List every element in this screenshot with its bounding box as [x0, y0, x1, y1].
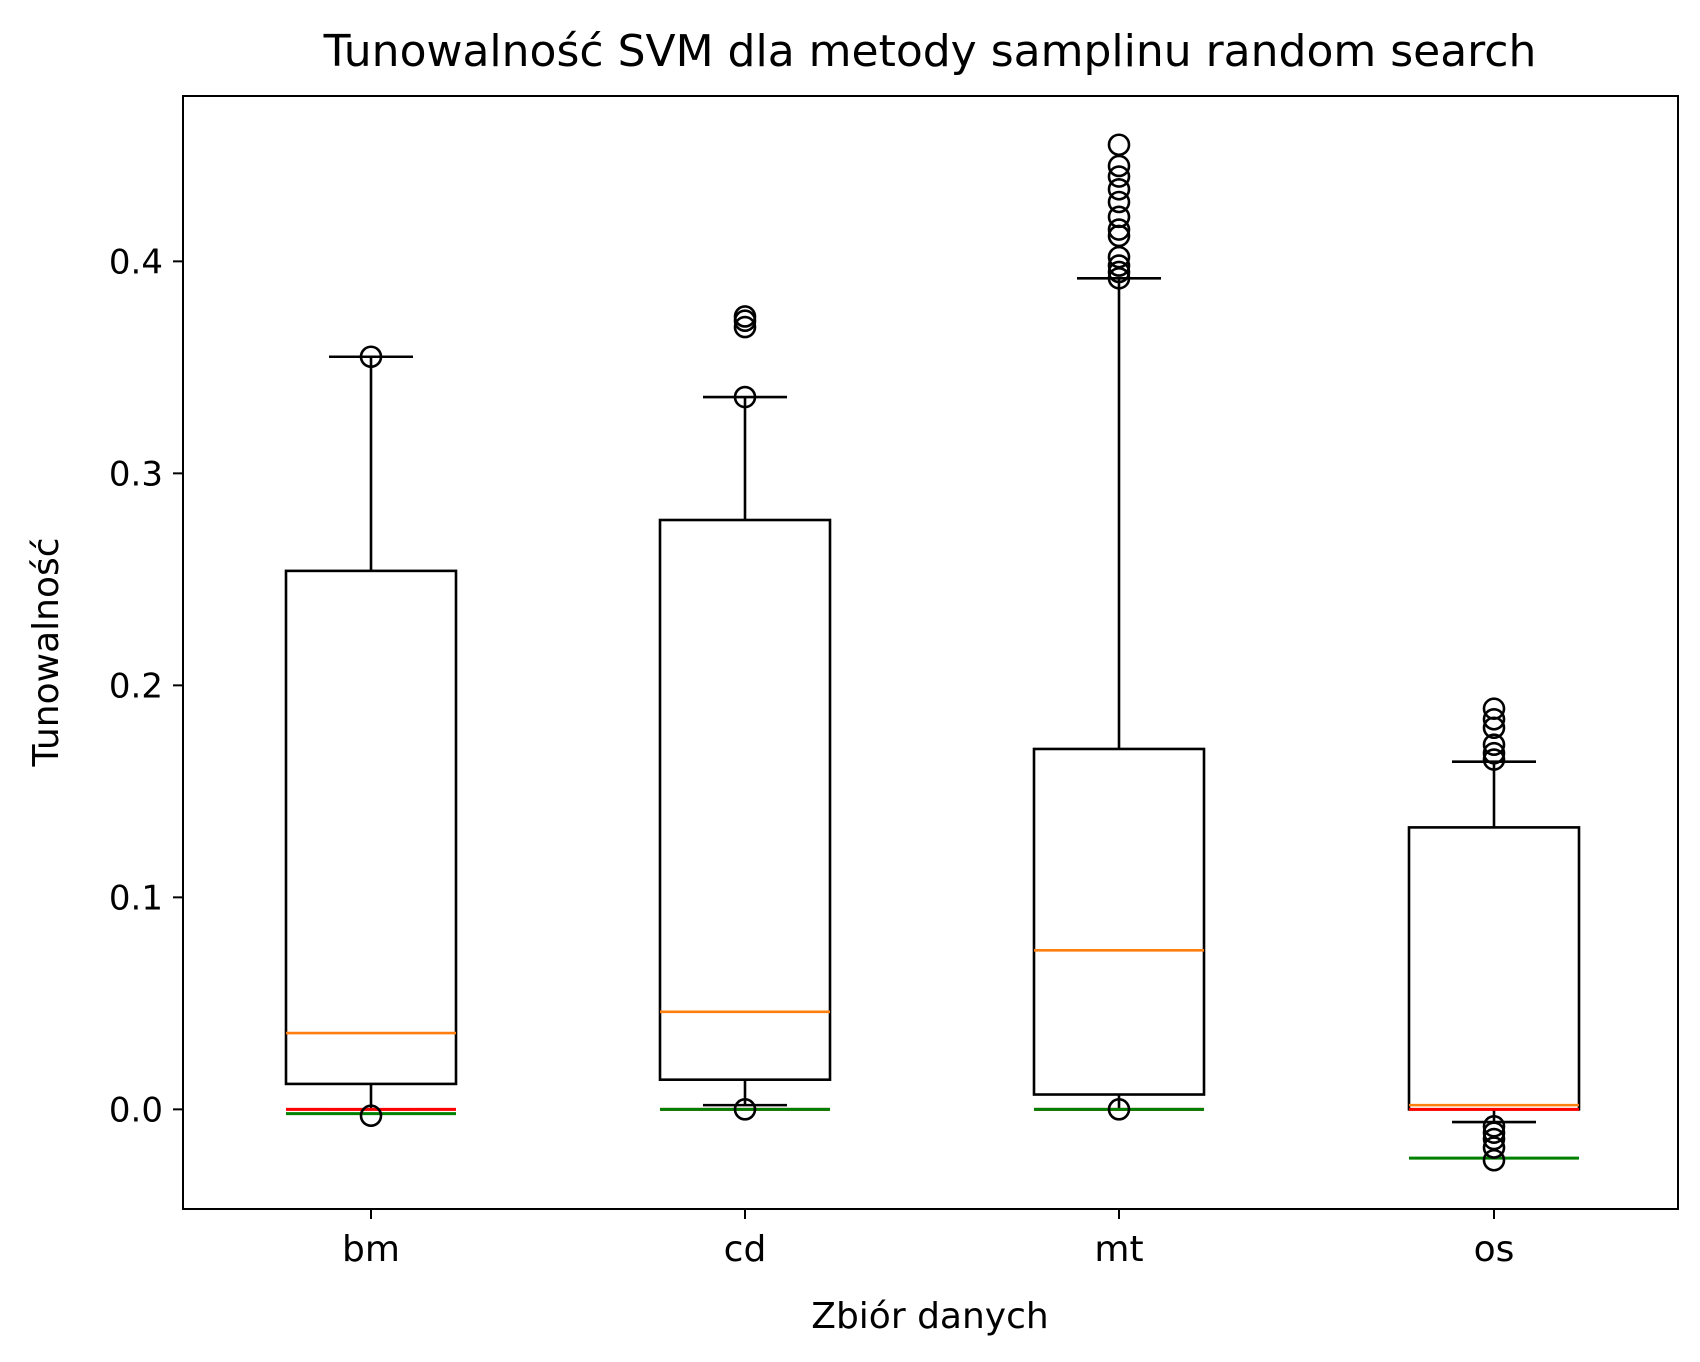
- outlier-point: [733, 1098, 757, 1121]
- box-group-cd: [658, 305, 832, 1121]
- y-tick-label: 0.4: [109, 242, 163, 282]
- outlier-point: [1482, 1148, 1506, 1172]
- axes-frame: [182, 95, 1679, 1210]
- box-group-os: [1407, 697, 1581, 1172]
- outlier-point: [733, 305, 757, 328]
- box-group-bm: [284, 345, 458, 1128]
- outlier-point: [1482, 748, 1506, 771]
- outlier-point: [733, 385, 757, 409]
- outlier-point: [1482, 741, 1506, 765]
- outlier-point: [1482, 697, 1506, 720]
- outlier-point: [733, 315, 757, 339]
- x-axis: bm cd mt os: [342, 1209, 1514, 1270]
- y-tick-label: 0.1: [109, 878, 163, 918]
- box: [658, 518, 832, 1081]
- box: [1407, 826, 1581, 1111]
- box: [284, 569, 458, 1086]
- outlier-point: [1482, 707, 1506, 731]
- box-group-mt: [1032, 133, 1206, 1121]
- outlier-point: [1107, 260, 1131, 284]
- outlier-point: [1107, 218, 1131, 241]
- y-tick-label: 0.3: [109, 454, 163, 494]
- box: [1032, 747, 1206, 1096]
- y-tick-label: 0.2: [109, 666, 163, 706]
- outlier-point: [1482, 733, 1506, 757]
- outlier-point: [1107, 254, 1131, 277]
- x-axis-label: Zbiór danych: [811, 1296, 1048, 1337]
- outlier-point: [1107, 190, 1131, 214]
- x-tick-label: mt: [1094, 1229, 1143, 1270]
- y-tick-label: 0.0: [109, 1090, 163, 1130]
- y-axis-label: Tunowalność: [26, 537, 67, 767]
- plot-area: [284, 133, 1581, 1172]
- outlier-point: [1107, 177, 1131, 201]
- outlier-point: [359, 345, 383, 369]
- x-tick-label: os: [1474, 1229, 1515, 1270]
- outlier-point: [1107, 165, 1131, 188]
- x-tick-label: bm: [342, 1229, 400, 1270]
- outlier-point: [1107, 1098, 1131, 1121]
- outlier-point: [1482, 1136, 1506, 1159]
- outlier-point: [1107, 133, 1131, 157]
- x-tick-label: cd: [724, 1229, 767, 1270]
- outlier-point: [1482, 1121, 1506, 1144]
- outlier-point: [1107, 205, 1131, 229]
- outlier-point: [359, 1104, 383, 1128]
- chart-title: Tunowalność SVM dla metody samplinu rand…: [323, 26, 1537, 77]
- y-axis: 0.0 0.1 0.2 0.3 0.4: [109, 242, 183, 1130]
